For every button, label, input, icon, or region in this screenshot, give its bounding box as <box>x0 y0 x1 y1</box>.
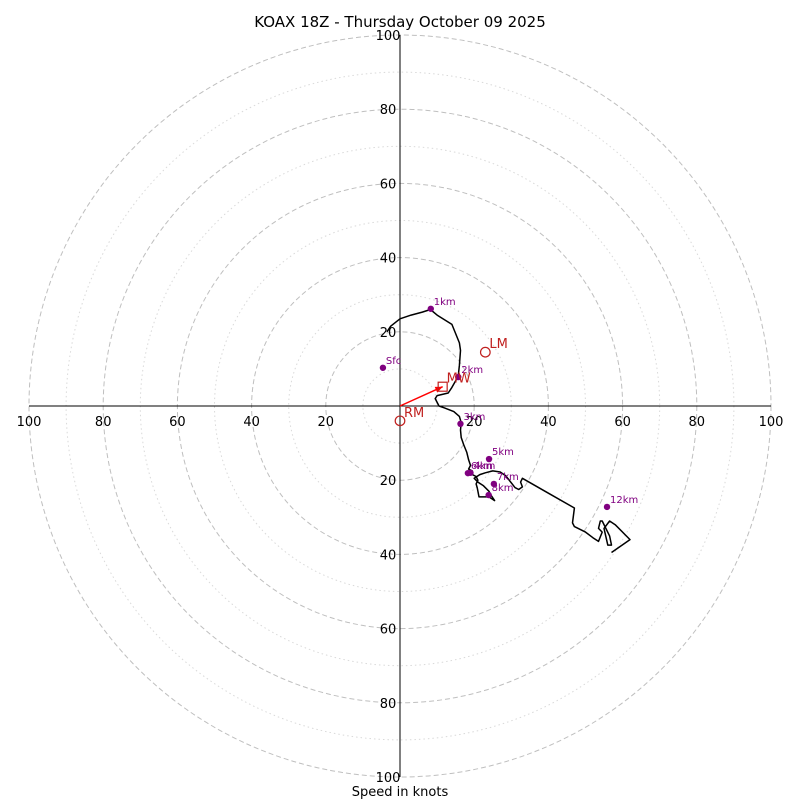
tick-labels: 100 80 60 40 20 20 40 60 80 100 100 80 60 40 20 20 40 60 8… <box>17 29 784 786</box>
x-tick-label: 40 <box>540 415 557 430</box>
height-marker-label: 12km <box>610 495 638 506</box>
height-marker-label: 7km <box>497 472 519 483</box>
storm-motion-marker <box>479 346 491 358</box>
x-tick-label: 60 <box>169 415 186 430</box>
hodograph-trace <box>386 308 631 554</box>
chart-title: KOAX 18Z - Thursday October 09 2025 <box>254 13 546 31</box>
height-marker-label: 1km <box>434 297 456 308</box>
height-marker-label: 2km <box>461 365 483 376</box>
height-marker-point <box>427 305 434 312</box>
storm-motion-markers: LM MW RM <box>394 337 508 427</box>
height-marker-label: Sfc <box>386 356 401 367</box>
storm-motion-label: LM <box>489 337 507 352</box>
height-marker-point <box>455 373 462 381</box>
x-tick-label: 80 <box>689 415 706 430</box>
y-tick-label: 80 <box>380 697 397 712</box>
height-marker-point <box>485 455 493 463</box>
height-marker-point <box>490 480 498 488</box>
y-tick-label: 100 <box>376 771 401 786</box>
storm-motion-marker <box>437 381 448 392</box>
storm-motion-label: MW <box>447 372 471 387</box>
y-tick-label: 20 <box>380 474 397 489</box>
mean-wind-vector <box>399 386 443 407</box>
y-tick-label: 40 <box>380 548 397 563</box>
height-marker-label: 6km <box>471 461 493 472</box>
storm-motion-marker <box>394 415 406 427</box>
storm-motion-label: RM <box>404 406 424 421</box>
height-marker-label: 4km <box>473 461 495 472</box>
height-marker-point <box>379 364 387 371</box>
x-tick-label: 100 <box>17 415 42 430</box>
height-marker-label: 3km <box>463 412 485 423</box>
height-marker-point <box>464 469 472 477</box>
height-marker-point <box>485 491 492 499</box>
y-tick-label: 20 <box>380 326 397 341</box>
y-tick-label: 40 <box>380 252 397 267</box>
height-marker-label: 5km <box>492 447 514 458</box>
height-marker-label: 8km <box>492 483 514 494</box>
y-tick-label: 100 <box>376 29 401 44</box>
x-tick-label: 20 <box>318 415 335 430</box>
x-tick-label: 80 <box>95 415 112 430</box>
height-marker-point <box>457 420 464 428</box>
x-tick-label: 60 <box>614 415 631 430</box>
x-tick-label: 20 <box>466 415 483 430</box>
x-tick-label: 40 <box>243 415 260 430</box>
y-tick-label: 60 <box>380 623 397 638</box>
y-tick-label: 80 <box>380 103 397 118</box>
hodograph-trace-group <box>386 308 631 554</box>
height-marker-point <box>603 503 611 511</box>
x-axis-label: Speed in knots <box>352 785 449 800</box>
x-tick-label: 100 <box>759 415 784 430</box>
y-tick-label: 60 <box>380 177 397 192</box>
